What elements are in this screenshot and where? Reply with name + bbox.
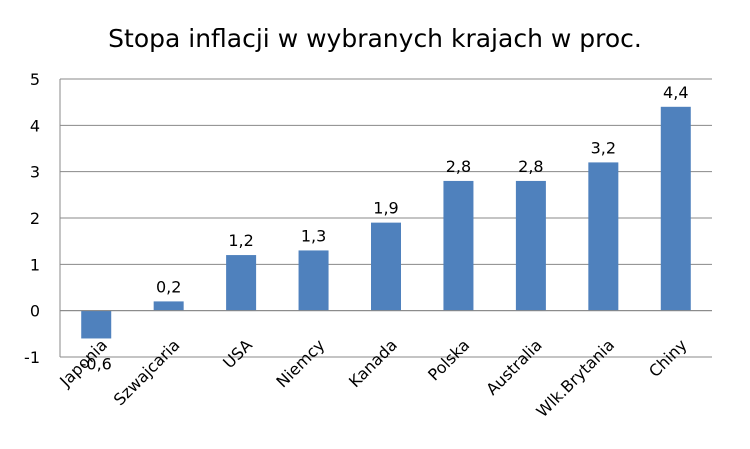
bar	[371, 222, 401, 311]
y-tick-label: 5	[30, 70, 40, 89]
bar	[226, 255, 257, 311]
x-tick-label: Kanada	[345, 335, 401, 391]
chart-title: Stopa inflacji w wybranych krajach w pro…	[108, 24, 642, 53]
x-tick-label: Wlk.Brytania	[533, 335, 619, 421]
data-label: 1,2	[228, 231, 253, 250]
y-tick-label: 2	[30, 209, 40, 228]
bar	[588, 162, 619, 311]
data-label: 4,4	[663, 83, 688, 102]
data-label: 0,2	[156, 277, 181, 296]
data-label: 2,8	[446, 157, 471, 176]
bar	[81, 310, 112, 339]
data-label: -0,6	[81, 354, 112, 373]
x-tick-label: Polska	[424, 335, 473, 384]
bar	[660, 106, 691, 311]
data-labels: -0,6 0,2 1,2 1,3 1,9 2,8 2,8 3,2 4,4	[81, 83, 689, 374]
y-tick-label: 0	[30, 302, 40, 321]
y-tick-label: 3	[30, 163, 40, 182]
x-tick-label: Szwajcaria	[110, 335, 184, 409]
data-label: 2,8	[518, 157, 543, 176]
bar	[515, 180, 546, 311]
data-label: 3,2	[591, 138, 616, 157]
bar	[443, 180, 474, 311]
x-tick-label: USA	[219, 335, 256, 372]
y-tick-label: -1	[24, 348, 40, 367]
y-tick-label: 1	[30, 255, 40, 274]
bars	[81, 106, 691, 339]
bar	[298, 250, 329, 311]
y-axis: -1 0 1 2 3 4 5	[24, 70, 61, 367]
x-tick-label: Chiny	[645, 335, 691, 381]
data-label: 1,3	[301, 226, 326, 245]
x-tick-label: Niemcy	[272, 335, 328, 391]
x-tick-label: Australia	[482, 335, 545, 398]
y-tick-label: 4	[30, 116, 40, 135]
data-label: 1,9	[373, 199, 398, 218]
bar	[153, 301, 184, 311]
